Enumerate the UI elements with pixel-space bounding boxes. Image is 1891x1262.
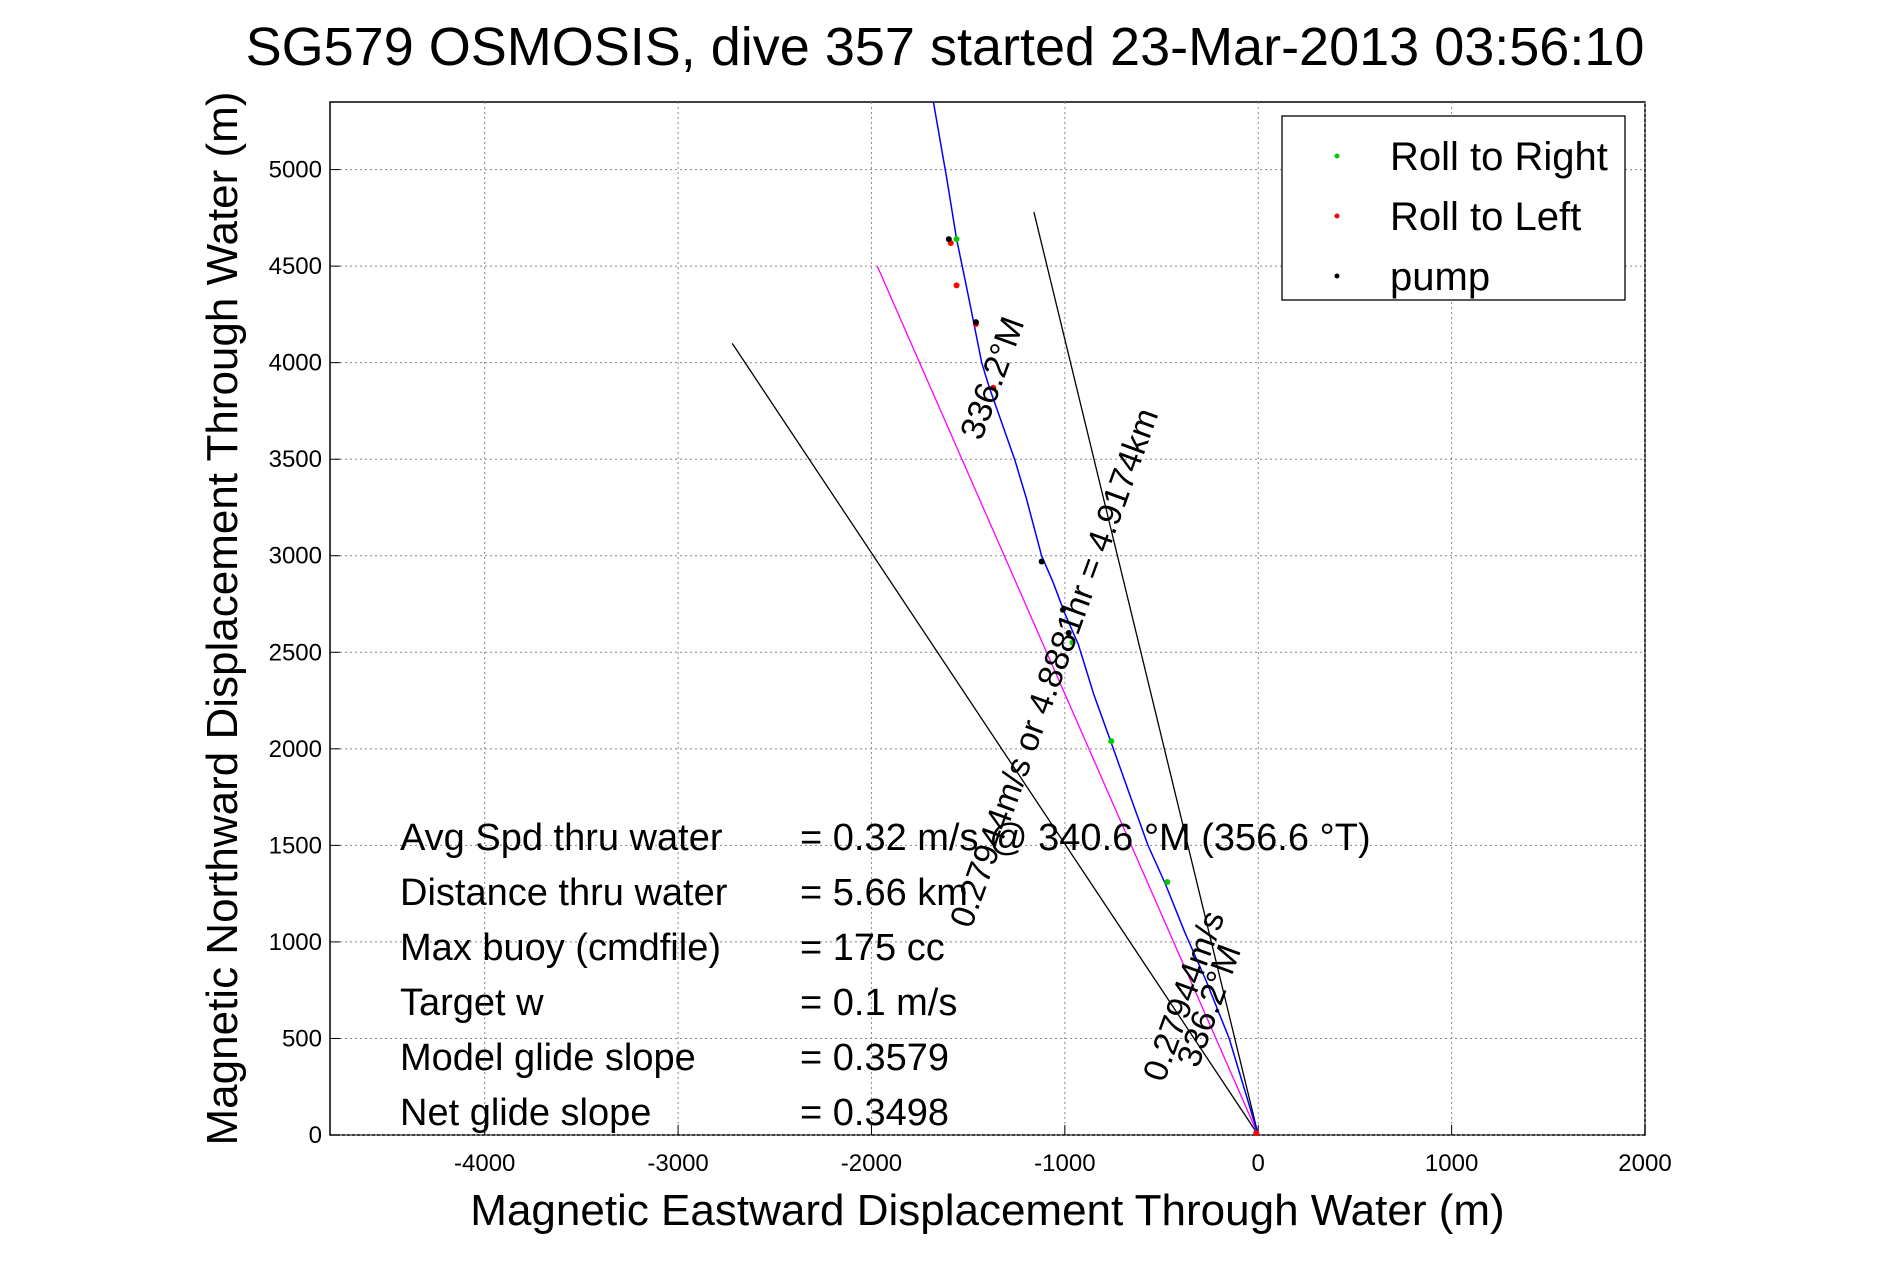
roll-right-point: [1164, 879, 1171, 886]
stats-label: Target w: [400, 982, 544, 1024]
x-tick-label: -3000: [647, 1150, 708, 1177]
stats-label: Distance thru water: [400, 872, 728, 914]
roll-left-point: [990, 384, 997, 391]
roll-right-point: [1069, 639, 1076, 646]
roll-right-point: [1108, 738, 1115, 745]
x-tick-label: -4000: [454, 1150, 515, 1177]
legend-label: pump: [1390, 255, 1490, 299]
stats-label: Avg Spd thru water: [400, 817, 723, 859]
y-tick-label: 3000: [269, 543, 322, 570]
stats-value: = 0.1 m/s: [800, 982, 957, 1024]
stats-value: = 0.32 m/s @ 340.6 °M (356.6 °T): [800, 817, 1371, 859]
y-tick-label: 1500: [269, 832, 322, 859]
stats-value: = 5.66 km: [800, 872, 968, 914]
stats-label: Max buoy (cmdfile): [400, 927, 721, 969]
x-tick-label: 0: [1252, 1150, 1265, 1177]
y-tick-label: 2000: [269, 736, 322, 763]
y-tick-label: 0: [309, 1122, 322, 1149]
stats-block: Avg Spd thru water = 0.32 m/s @ 340.6 °M …: [400, 817, 1371, 1134]
legend: Roll to Right Roll to Left pump: [1281, 115, 1626, 301]
roll-left-point: [1253, 1130, 1260, 1137]
legend-label: Roll to Right: [1390, 135, 1608, 179]
y-axis-label: Magnetic Northward Displacement Through …: [198, 92, 247, 1146]
y-tick-label: 5000: [269, 157, 322, 184]
stats-label: Net glide slope: [400, 1092, 651, 1134]
legend-label: Roll to Left: [1390, 195, 1581, 239]
chart-title: SG579 OSMOSIS, dive 357 started 23-Mar-2…: [246, 17, 1645, 77]
y-tick-label: 3500: [269, 446, 322, 473]
legend-box: [1281, 115, 1626, 301]
stats-label: Model glide slope: [400, 1037, 696, 1079]
legend-marker: [1334, 153, 1340, 159]
data-series: [731, 101, 1260, 1137]
stats-value: = 175 cc: [800, 927, 945, 969]
magenta-line: [876, 265, 1259, 1136]
roll-left-point: [953, 282, 960, 289]
legend-marker: [1334, 213, 1340, 219]
x-tick-label: -1000: [1034, 1150, 1095, 1177]
pump-point: [1059, 606, 1066, 613]
pump-point: [972, 319, 979, 326]
y-tick-label: 2500: [269, 639, 322, 666]
roll-right-point: [953, 236, 960, 243]
y-tick-label: 4500: [269, 253, 322, 280]
pump-point: [945, 236, 952, 243]
reference-line: [1033, 211, 1259, 1136]
y-tick-label: 500: [282, 1025, 322, 1052]
stats-value: = 0.3579: [800, 1037, 949, 1079]
legend-marker: [1334, 273, 1340, 279]
y-tick-label: 4000: [269, 350, 322, 377]
x-tick-label: 2000: [1618, 1150, 1671, 1177]
y-tick-label: 1000: [269, 929, 322, 956]
x-tick-label: -2000: [841, 1150, 902, 1177]
stats-value: = 0.3498: [800, 1092, 949, 1134]
x-tick-label: 1000: [1425, 1150, 1478, 1177]
reference-line: [731, 342, 1259, 1136]
pump-point: [1038, 558, 1045, 565]
axis-ticks: -4000 -3000 -2000 -1000 0 1000 2000 0 500 1000 150…: [269, 157, 1672, 1177]
x-axis-label: Magnetic Eastward Displacement Through W…: [470, 1186, 1504, 1235]
pump-point: [1065, 629, 1072, 636]
